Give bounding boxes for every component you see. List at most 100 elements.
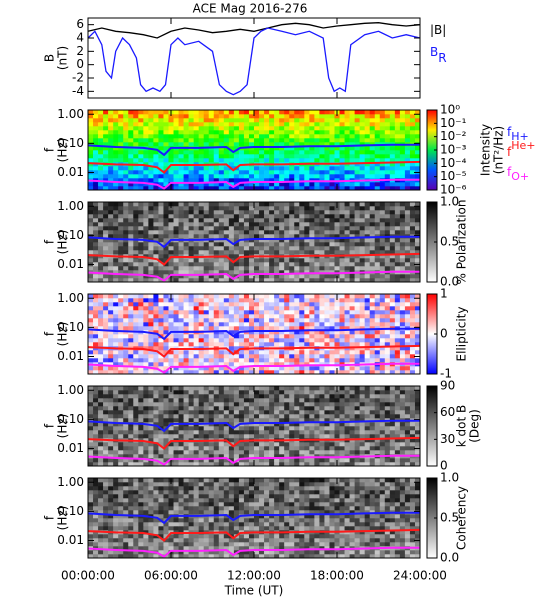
spectrogram-cell: [128, 278, 134, 283]
spectrogram-cell: [369, 118, 376, 123]
spectrogram-cell: [173, 274, 179, 279]
spectrogram-cell: [248, 246, 255, 251]
spectrogram-cell: [339, 274, 345, 279]
spectrogram-cell: [264, 322, 270, 327]
spectrogram-cell: [349, 298, 355, 303]
spectrogram-cell: [238, 322, 245, 327]
spectrogram-cell: [404, 226, 411, 231]
spectrogram-cell: [309, 186, 315, 191]
spectrogram-cell: [354, 446, 360, 451]
spectrogram-cell: [148, 298, 154, 303]
spectrogram-cell: [243, 354, 250, 359]
spectrogram-cell: [259, 222, 265, 227]
spectrogram-cell: [269, 242, 275, 247]
spectrogram-cell: [289, 226, 295, 231]
spectrogram-cell: [269, 222, 275, 227]
spectrogram-cell: [173, 426, 179, 431]
spectrogram-cell: [233, 318, 240, 323]
spectrogram-cell: [163, 350, 169, 355]
spectrogram-cell: [299, 434, 305, 439]
spectrogram-cell: [304, 426, 310, 431]
spectrogram-cell: [123, 186, 129, 191]
spectrogram-cell: [193, 134, 199, 139]
spectrogram-cell: [88, 146, 94, 151]
spectrogram-cell: [198, 454, 204, 459]
spectrogram-cell: [238, 150, 245, 155]
spectrogram-cell: [349, 262, 355, 267]
spectrogram-cell: [153, 362, 159, 367]
spectrogram-cell: [168, 246, 174, 251]
spectrogram-cell: [314, 362, 320, 367]
spectrogram-cell: [233, 234, 240, 239]
spectrogram-cell: [269, 342, 275, 347]
spectrogram-cell: [153, 154, 159, 159]
spectrogram-cell: [133, 458, 139, 463]
spectrogram-cell: [168, 234, 174, 239]
spectrogram-cell: [103, 410, 109, 415]
spectrogram-cell: [93, 218, 99, 223]
spectrogram-cell: [324, 166, 330, 171]
gyrofrequency-line: [87, 252, 421, 266]
spectrogram-cell: [404, 166, 411, 171]
spectrogram-cell: [269, 262, 275, 267]
spectrogram-cell: [223, 354, 230, 359]
spectrogram-cell: [228, 154, 235, 159]
spectrogram-cell: [254, 222, 260, 227]
spectrogram-cell: [88, 330, 94, 335]
spectrogram-cell: [309, 118, 315, 123]
spectrogram-cell: [123, 226, 129, 231]
spectrogram-cell: [384, 258, 391, 263]
spectrogram-cell: [208, 414, 215, 419]
spectrogram-cell: [294, 294, 300, 299]
spectrogram-cell: [153, 222, 159, 227]
spectrogram-cell: [123, 310, 129, 315]
spectrogram-cell: [289, 274, 295, 279]
spectrogram-cell: [254, 442, 260, 447]
spectrogram-cell: [414, 426, 421, 431]
spectrogram-cell: [309, 134, 315, 139]
spectrogram-cell: [349, 170, 355, 175]
spectrogram-cell: [269, 354, 275, 359]
spectrogram-cell: [133, 366, 139, 371]
spectrogram-cell: [394, 462, 401, 467]
spectrogram-cell: [248, 442, 255, 447]
spectrogram-cell: [404, 122, 411, 127]
spectrogram-cell: [254, 150, 260, 155]
spectrogram-cell: [228, 178, 235, 183]
spectrogram-cell: [128, 118, 134, 123]
chart-title: ACE Mag 2016-276: [193, 2, 308, 16]
spectrogram-cell: [309, 294, 315, 299]
spectrogram-cell: [153, 318, 159, 323]
spectrogram-cell: [294, 442, 300, 447]
spectrogram-cell: [369, 162, 376, 167]
spectrogram-cell: [158, 170, 164, 175]
spectrogram-cell: [399, 354, 406, 359]
spectrogram-cell: [324, 170, 330, 175]
spectrogram-cell: [264, 418, 270, 423]
spectrogram-cell: [133, 454, 139, 459]
spectrogram-cell: [409, 130, 416, 135]
spectrogram-cell: [369, 150, 376, 155]
spectrogram-cell: [88, 234, 94, 239]
spectrogram-cell: [233, 226, 240, 231]
spectrogram-cell: [138, 338, 144, 343]
spectrogram-cell: [193, 334, 199, 339]
spectrogram-cell: [369, 442, 376, 447]
spectrogram-cell: [374, 370, 381, 375]
spectrogram-cell: [98, 310, 104, 315]
spectrogram-cell: [274, 182, 280, 187]
spectrogram-cell: [148, 362, 154, 367]
spectrogram-cell: [359, 278, 365, 283]
spectrogram-cell: [208, 150, 215, 155]
spectrogram-cell: [364, 354, 370, 359]
spectrogram-cell: [309, 122, 315, 127]
spectrogram-cell: [243, 250, 250, 255]
spectrogram-cell: [304, 234, 310, 239]
spectrogram-cell: [364, 326, 370, 331]
spectrogram-cell: [349, 446, 355, 451]
spectrogram-cell: [178, 174, 184, 179]
spectrogram-cell: [369, 366, 376, 371]
spectrogram-cell: [354, 242, 360, 247]
spectrogram-cell: [168, 350, 174, 355]
spectrogram-cell: [153, 358, 159, 363]
